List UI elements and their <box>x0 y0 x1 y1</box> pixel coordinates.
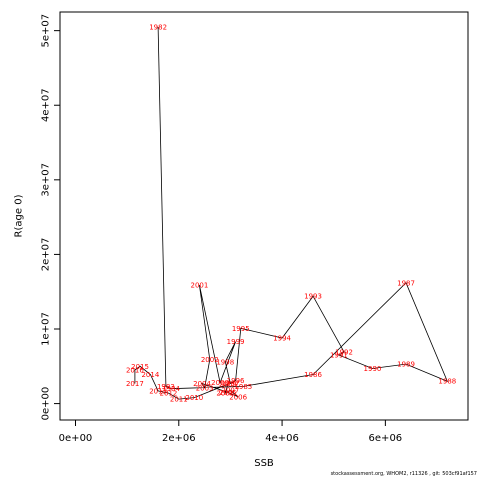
year-point-label: 2012 <box>160 390 178 398</box>
x-axis-title: SSB <box>254 458 274 469</box>
year-point-label: 2000 <box>211 379 229 387</box>
year-point-label: 2005 <box>219 389 237 397</box>
year-point-label: 1995 <box>232 325 250 333</box>
year-point-label: 1991 <box>330 352 348 360</box>
year-point-label: 2008 <box>216 390 234 398</box>
year-point-label: 1983 <box>157 383 175 391</box>
year-point-label: 2015 <box>131 363 149 371</box>
y-axis-title: R(age 0) <box>14 194 25 237</box>
year-point-label: 2004 <box>193 380 211 388</box>
year-point-label: 2009 <box>219 381 237 389</box>
year-point-label: 2011 <box>170 396 188 404</box>
year-point-label: 1994 <box>273 334 291 342</box>
y-tick-label: 5e+07 <box>41 14 52 48</box>
year-point-label: 2007 <box>222 387 240 395</box>
x-tick-label: 2e+06 <box>162 433 196 444</box>
year-point-label: 1992 <box>335 349 353 357</box>
y-tick-label: 4e+07 <box>41 88 52 122</box>
year-point-label: 2017 <box>126 380 144 388</box>
year-point-label: 1996 <box>227 377 245 385</box>
year-point-label: 2010 <box>185 394 203 402</box>
year-point-label: 2002 <box>201 356 219 364</box>
year-point-label: 1985 <box>234 383 252 391</box>
year-point-label: 2014 <box>141 371 159 379</box>
y-tick-label: 2e+07 <box>41 238 52 272</box>
y-tick-label: 0e+00 <box>41 387 52 421</box>
year-point-label: 1982 <box>149 23 167 31</box>
year-point-label: 2013 <box>149 387 167 395</box>
year-point-label: 1989 <box>397 361 415 369</box>
footer-text: stockassessment.org, WHOM2, r11326 , git… <box>330 471 477 477</box>
year-point-label: 1987 <box>397 279 415 287</box>
x-tick-label: 0e+00 <box>59 433 93 444</box>
year-point-label: 2006 <box>229 393 247 401</box>
year-point-label: 1986 <box>304 371 322 379</box>
year-point-label: 2003 <box>196 384 214 392</box>
year-point-label: 1997 <box>222 380 240 388</box>
year-point-label: 1990 <box>364 365 382 373</box>
plot-frame <box>59 11 469 421</box>
year-point-label: 2001 <box>191 281 209 289</box>
x-tick-label: 6e+06 <box>369 433 403 444</box>
y-tick-label: 1e+07 <box>41 312 52 346</box>
year-point-label: 2016 <box>126 367 144 375</box>
y-tick-label: 3e+07 <box>41 163 52 197</box>
year-point-label: 1988 <box>438 378 456 386</box>
year-point-label: 1993 <box>304 293 322 301</box>
year-point-label: 1998 <box>216 358 234 366</box>
year-point-label: 1999 <box>227 338 245 346</box>
x-tick-label: 4e+06 <box>265 433 299 444</box>
year-point-label: 1984 <box>162 385 180 393</box>
sr-path-line <box>134 26 449 400</box>
